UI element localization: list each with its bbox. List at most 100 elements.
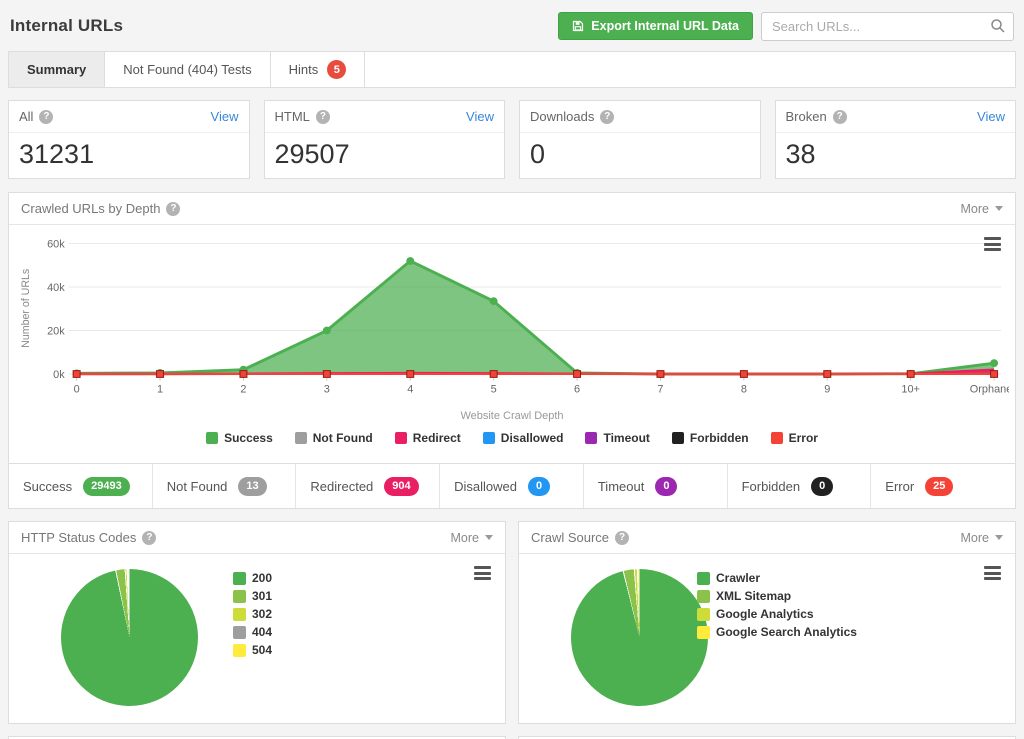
legend-item-error[interactable]: Error xyxy=(770,431,818,445)
legend-swatch xyxy=(206,432,219,445)
help-icon[interactable] xyxy=(142,530,157,545)
help-icon[interactable] xyxy=(166,201,181,216)
chevron-down-icon xyxy=(485,535,493,541)
chart-context-menu-icon[interactable] xyxy=(474,566,491,581)
panel-title: Crawl Source xyxy=(531,530,630,545)
search-box xyxy=(761,11,1014,41)
chart-context-menu-icon[interactable] xyxy=(984,566,1001,581)
legend-item-301[interactable]: 301 xyxy=(233,589,272,603)
crawl-source-panel: Crawl Source More Crawler XML Sitemap Goog… xyxy=(518,521,1016,725)
depth-chart-legend: Success Not Found Redirect Disallowed Timeou… xyxy=(15,422,1009,455)
legend-swatch xyxy=(233,643,246,657)
status-cell-not-found[interactable]: Not Found 13 xyxy=(153,464,297,509)
status-cell-success[interactable]: Success 29493 xyxy=(9,464,153,509)
legend-item-google-search-analytics[interactable]: Google Search Analytics xyxy=(697,625,857,639)
legend-label: 404 xyxy=(252,625,273,640)
stat-card-broken: Broken View 38 xyxy=(774,100,1016,180)
search-input[interactable] xyxy=(761,11,1014,41)
legend-label: Success xyxy=(224,431,273,446)
legend-item-not-found[interactable]: Not Found xyxy=(294,431,373,446)
svg-text:4: 4 xyxy=(407,384,413,396)
svg-text:7: 7 xyxy=(657,384,663,396)
status-cell-redirected[interactable]: Redirected 904 xyxy=(296,464,441,509)
http-status-pie-body: 200 301 302 404 504 xyxy=(9,554,505,723)
legend-label: Not Found xyxy=(312,431,373,446)
legend-item-200[interactable]: 200 xyxy=(233,571,272,585)
legend-item-timeout[interactable]: Timeout xyxy=(585,431,650,446)
legend-label: 200 xyxy=(252,571,273,586)
help-icon[interactable] xyxy=(615,530,630,545)
svg-text:Orphaned: Orphaned xyxy=(970,384,1009,396)
legend-item-504[interactable]: 504 xyxy=(233,643,272,657)
status-count-badge: 13 xyxy=(238,476,267,496)
page-title: Internal URLs xyxy=(10,16,124,35)
legend-item-disallowed[interactable]: Disallowed xyxy=(482,431,563,445)
status-cell-disallowed[interactable]: Disallowed 0 xyxy=(440,464,584,509)
legend-item-google-analytics[interactable]: Google Analytics xyxy=(697,607,857,621)
legend-item-success[interactable]: Success xyxy=(206,431,273,445)
depth-chart-body: 0k 20k 40k 60k Number of URLs 0 1 2 3 4 5 6 7 8 9 10+ Or… xyxy=(9,225,1019,463)
status-label: Success xyxy=(23,478,73,494)
status-count-badge: 0 xyxy=(528,476,551,496)
export-internal-url-data-button[interactable]: Export Internal URL Data xyxy=(558,12,753,40)
help-icon[interactable] xyxy=(600,109,615,124)
view-html-link[interactable]: View xyxy=(466,109,494,124)
hints-count-badge: 5 xyxy=(327,60,347,79)
status-count-badge: 0 xyxy=(811,476,834,496)
more-dropdown[interactable]: More xyxy=(451,531,493,545)
legend-item-redirect[interactable]: Redirect xyxy=(394,431,461,445)
stat-card-html: HTML View 29507 xyxy=(263,100,505,180)
help-icon[interactable] xyxy=(315,109,330,124)
legend-swatch xyxy=(671,432,684,445)
legend-item-crawler[interactable]: Crawler xyxy=(697,571,857,585)
legend-label: Timeout xyxy=(603,431,650,446)
crawl-source-pie-body: Crawler XML Sitemap Google Analytics Google… xyxy=(519,554,1015,723)
svg-text:20k: 20k xyxy=(47,326,65,338)
more-dropdown[interactable]: More xyxy=(961,531,1003,545)
status-cell-forbidden[interactable]: Forbidden 0 xyxy=(728,464,872,509)
legend-item-404[interactable]: 404 xyxy=(233,625,272,639)
legend-swatch xyxy=(697,607,710,621)
crawl-source-pie-chart[interactable] xyxy=(571,569,708,707)
svg-text:0: 0 xyxy=(74,384,80,396)
panel-title: HTTP Status Codes xyxy=(21,530,157,545)
legend-item-302[interactable]: 302 xyxy=(233,607,272,621)
tab-not-found-404-tests[interactable]: Not Found (404) Tests xyxy=(105,52,271,87)
status-count-badge: 25 xyxy=(925,476,954,496)
depth-chart-svg: 0k 20k 40k 60k Number of URLs 0 1 2 3 4 5 6 7 8 9 10+ Or… xyxy=(20,239,1019,396)
help-icon[interactable] xyxy=(832,109,847,124)
legend-label: XML Sitemap xyxy=(716,589,792,604)
more-dropdown[interactable]: More xyxy=(961,202,1003,216)
svg-text:40k: 40k xyxy=(47,282,65,294)
status-cell-timeout[interactable]: Timeout 0 xyxy=(584,464,728,509)
svg-text:9: 9 xyxy=(824,384,830,396)
tab-summary[interactable]: Summary xyxy=(9,52,106,87)
http-status-pie-chart[interactable] xyxy=(61,569,198,707)
stat-card-value: 29507 xyxy=(274,139,350,169)
status-count-badge: 29493 xyxy=(83,476,130,496)
bottom-panels-row: Protocols Found More Paginated URLs More xyxy=(8,736,1016,739)
protocols-found-panel: Protocols Found More xyxy=(8,736,506,739)
tab-hints[interactable]: Hints 5 xyxy=(270,52,366,87)
legend-swatch xyxy=(233,625,246,639)
status-label: Not Found xyxy=(166,478,228,494)
stat-card-value: 31231 xyxy=(19,139,95,169)
status-cell-error[interactable]: Error 25 xyxy=(871,464,1015,508)
stat-card-label: All xyxy=(19,109,34,124)
svg-text:60k: 60k xyxy=(47,239,65,251)
svg-text:2: 2 xyxy=(240,384,246,396)
svg-text:6: 6 xyxy=(574,384,580,396)
chart-context-menu-icon[interactable] xyxy=(984,237,1001,252)
top-bar: Internal URLs Export Internal URL Data xyxy=(8,8,1016,44)
legend-label: Crawler xyxy=(716,571,761,586)
search-icon[interactable] xyxy=(990,18,1006,39)
legend-item-forbidden[interactable]: Forbidden xyxy=(671,431,749,445)
view-broken-link[interactable]: View xyxy=(977,109,1005,124)
stat-card-label: Broken xyxy=(785,109,827,124)
stat-card-all: All View 31231 xyxy=(8,100,250,180)
help-icon[interactable] xyxy=(39,109,54,124)
svg-text:8: 8 xyxy=(741,384,747,396)
view-all-link[interactable]: View xyxy=(210,109,239,124)
svg-text:5: 5 xyxy=(491,384,497,396)
legend-item-xml-sitemap[interactable]: XML Sitemap xyxy=(697,589,857,603)
